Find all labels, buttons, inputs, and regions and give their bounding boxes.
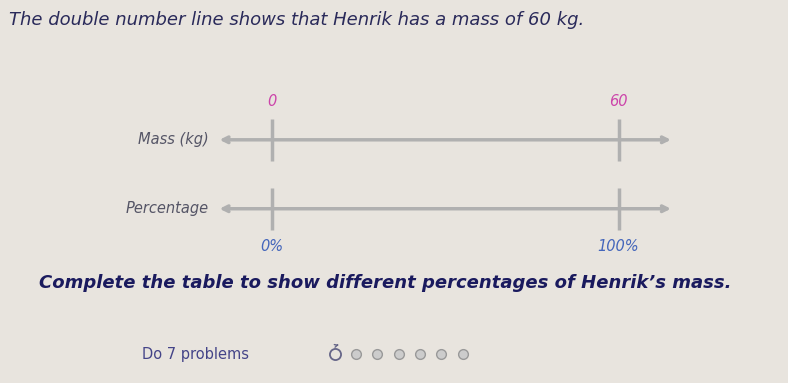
Text: Complete the table to show different percentages of Henrik’s mass.: Complete the table to show different per…	[39, 274, 732, 292]
Text: Percentage: Percentage	[126, 201, 209, 216]
Text: 0%: 0%	[260, 239, 284, 254]
Text: Mass (kg): Mass (kg)	[138, 132, 209, 147]
Text: 60: 60	[609, 94, 628, 109]
Text: Do 7 problems: Do 7 problems	[142, 347, 249, 362]
Text: 0: 0	[267, 94, 277, 109]
Text: 100%: 100%	[598, 239, 639, 254]
Text: The double number line shows that Henrik has a mass of 60 kg.: The double number line shows that Henrik…	[9, 11, 585, 29]
